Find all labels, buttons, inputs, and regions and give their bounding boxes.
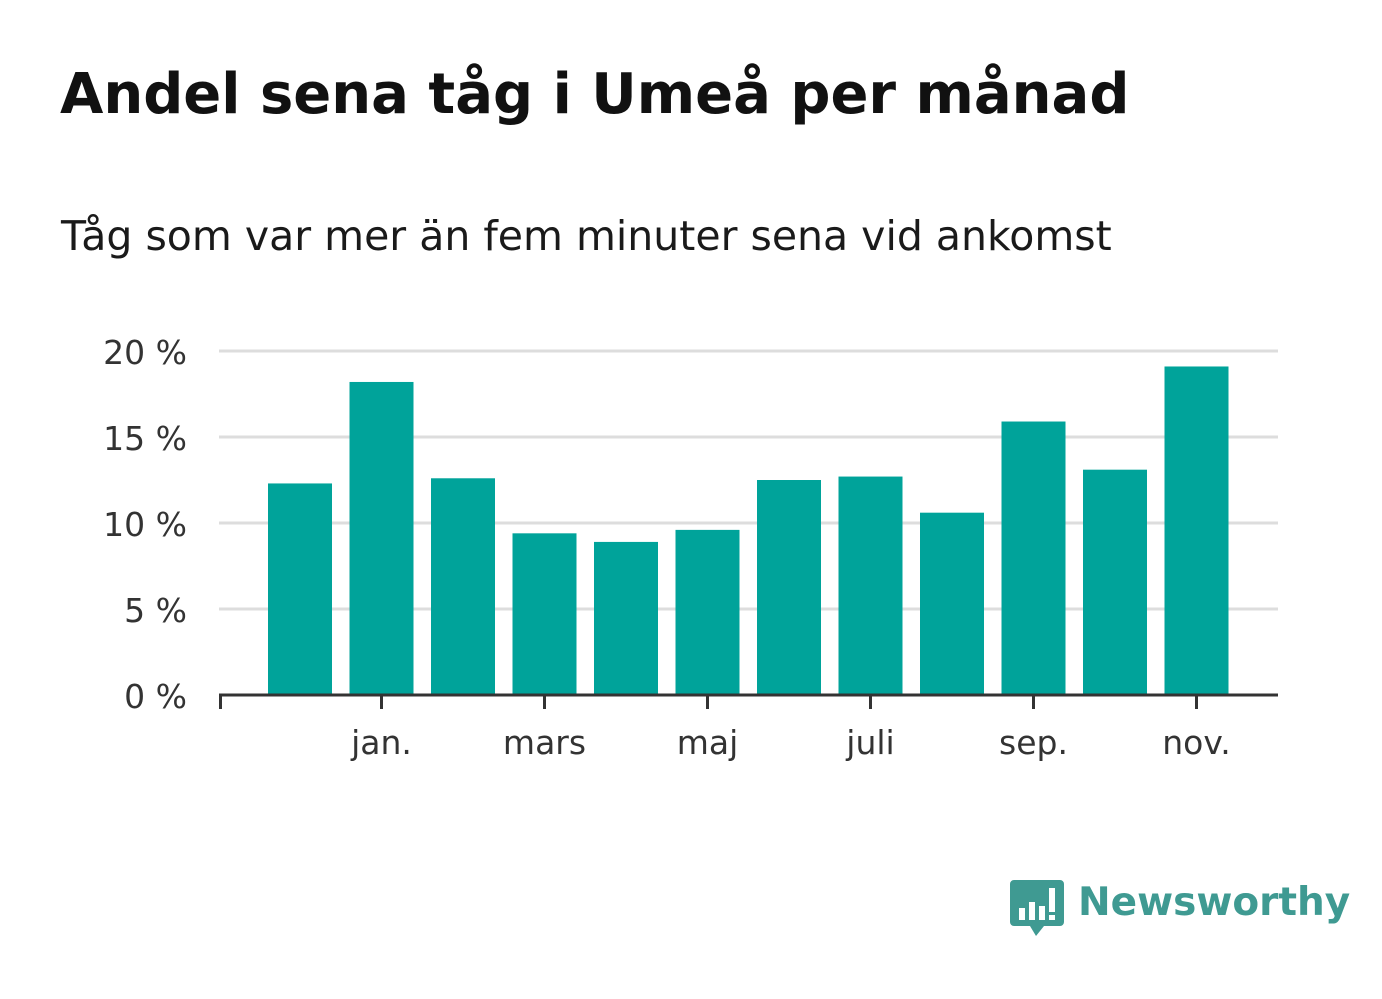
y-tick-label: 20 %	[103, 333, 187, 372]
y-tick-label: 5 %	[124, 591, 187, 630]
y-tick-label: 10 %	[103, 505, 187, 544]
brand-name: Newsworthy	[1078, 879, 1351, 925]
bar-dec: dec.: 12.3 %	[268, 483, 332, 695]
bars: dec.: 12.3 % jan.: 18.2 % feb.: 12.6 % mars…	[268, 366, 1229, 695]
newsworthy-bar-chart-icon	[1010, 880, 1064, 936]
newsworthy-logo: Newsworthy	[1010, 878, 1350, 940]
y-tick-label: 15 %	[103, 419, 187, 458]
x-tick-label: jan.	[350, 723, 412, 762]
bar-jan: jan.: 18.2 %	[349, 381, 414, 695]
bar-sep: sep.: 15.9 %	[1001, 421, 1066, 695]
x-tick-label: maj	[677, 723, 739, 762]
x-tick-label: sep.	[999, 723, 1068, 762]
bar-maj: maj: 9.6 %	[675, 529, 740, 695]
bar-juni: juni: 12.5 %	[757, 480, 821, 695]
x-tick-label: nov.	[1162, 723, 1231, 762]
x-tick-label: mars	[503, 723, 586, 762]
chart-subtitle: Tåg som var mer än fem minuter sena vid …	[61, 212, 1112, 260]
bar-juli: juli: 12.7 %	[838, 476, 903, 695]
x-axis	[219, 693, 1278, 709]
bar-aug: aug.: 10.6 %	[920, 512, 984, 695]
bar-mars: mars: 9.4 %	[512, 533, 577, 695]
bar-nov: nov.: 19.1 %	[1164, 366, 1229, 695]
bar-feb: feb.: 12.6 %	[431, 478, 495, 695]
tick-labels: 0 % 5 % 10 % 15 % 20 % jan. mars maj juli sep. nov…	[103, 333, 1231, 762]
bar-apr: apr.: 8.9 %	[594, 541, 658, 695]
y-tick-label: 0 %	[124, 677, 187, 716]
x-tick-label: juli	[845, 723, 894, 762]
chart-title: Andel sena tåg i Umeå per månad	[60, 62, 1130, 127]
bar-okt: okt.: 13.1 %	[1083, 469, 1147, 695]
